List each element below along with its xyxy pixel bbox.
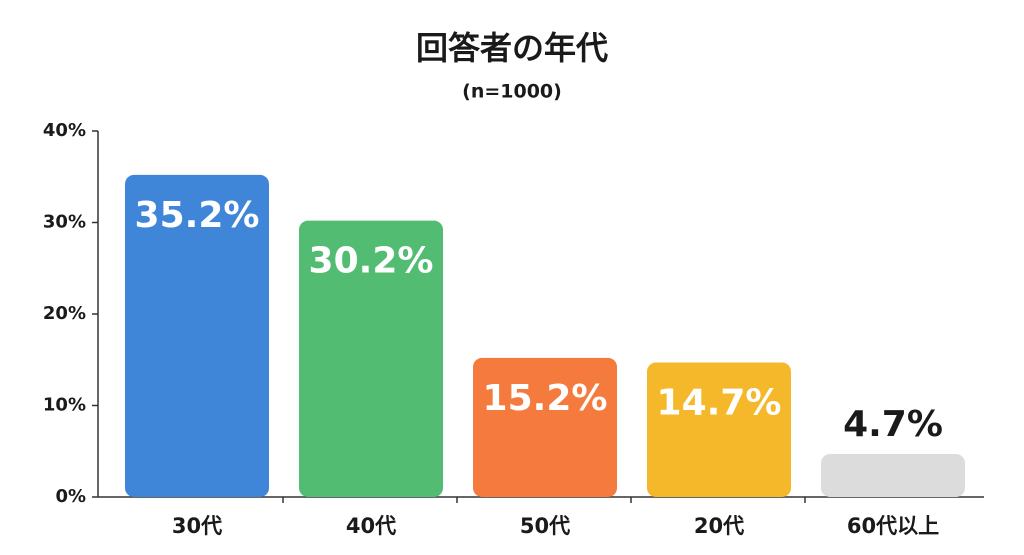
chart-title: 回答者の年代 bbox=[416, 29, 608, 67]
y-tick-label: 20% bbox=[43, 303, 86, 324]
bar bbox=[647, 362, 791, 497]
bar bbox=[299, 220, 443, 498]
bar bbox=[473, 357, 617, 497]
data-label: 4.7% bbox=[843, 404, 943, 445]
y-tick-label: 10% bbox=[43, 395, 86, 416]
chart-subtitle: (n=1000) bbox=[462, 81, 562, 103]
x-tick-label: 50代 bbox=[520, 514, 570, 538]
bar bbox=[821, 453, 965, 497]
x-tick-label: 20代 bbox=[694, 514, 744, 538]
y-tick-label: 0% bbox=[55, 486, 86, 507]
x-tick-label: 40代 bbox=[346, 514, 396, 538]
data-label: 30.2% bbox=[309, 241, 434, 282]
data-label: 14.7% bbox=[657, 382, 782, 423]
data-label: 35.2% bbox=[135, 195, 260, 236]
bar bbox=[125, 174, 269, 498]
x-tick-label: 30代 bbox=[172, 514, 222, 538]
x-tick-label: 60代以上 bbox=[847, 514, 939, 538]
y-tick-label: 40% bbox=[43, 120, 86, 141]
data-label: 15.2% bbox=[483, 378, 608, 419]
y-tick-label: 30% bbox=[43, 212, 86, 233]
